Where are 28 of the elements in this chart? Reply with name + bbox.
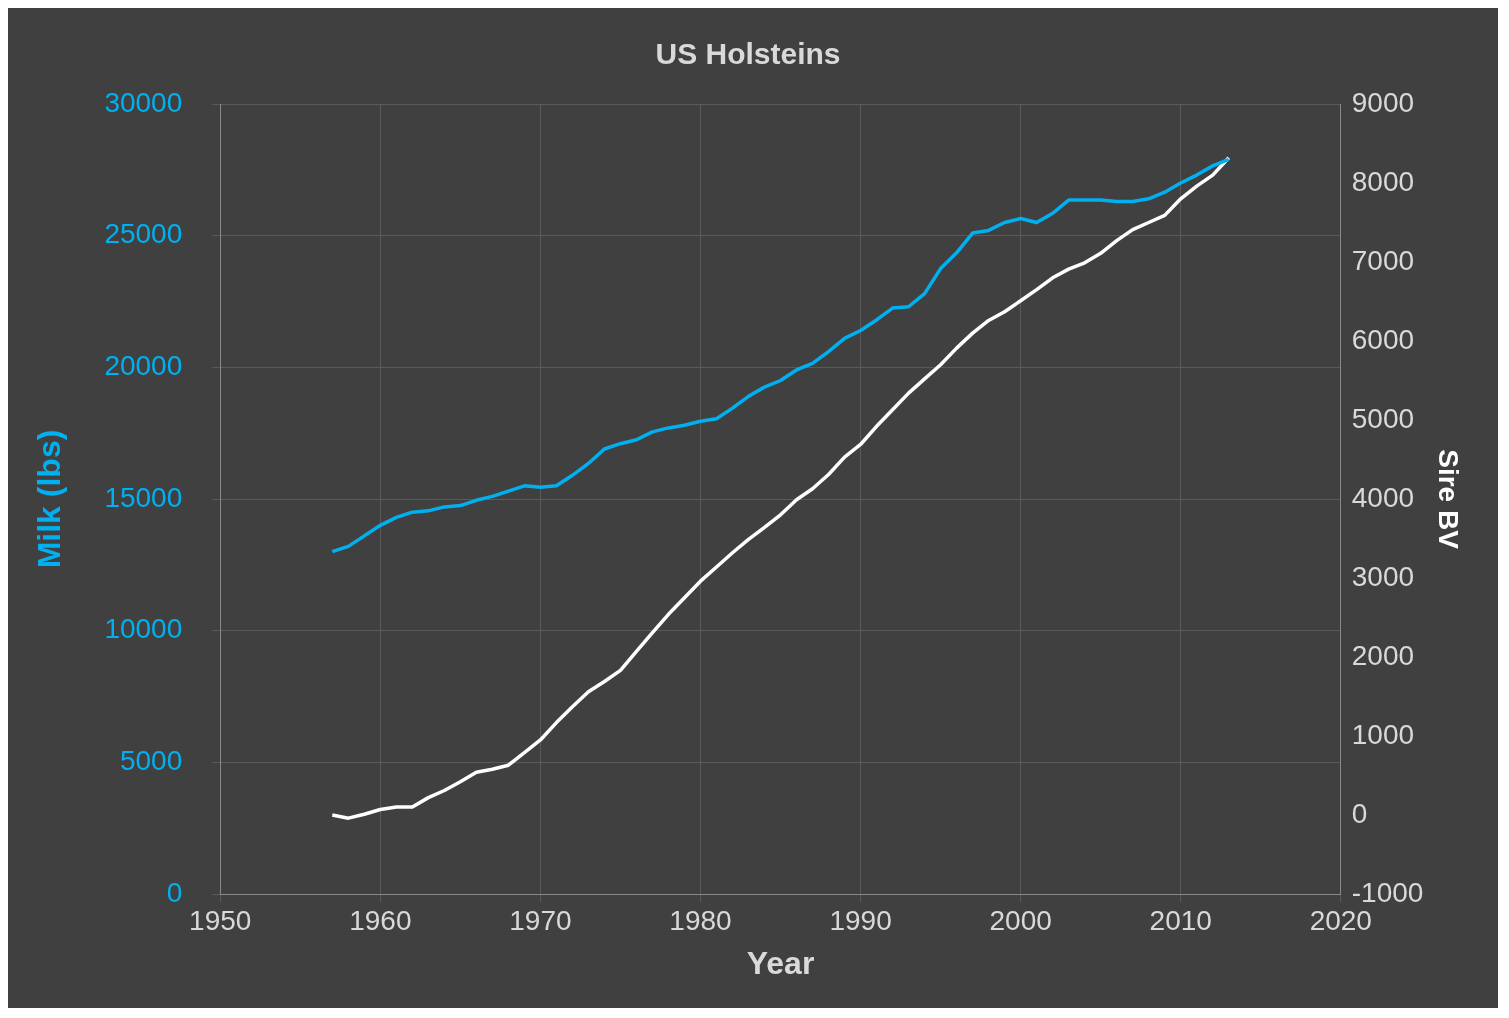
chart-title: US Holsteins	[655, 37, 841, 71]
y2-tick-label: 0	[1351, 797, 1368, 829]
x-tick-label: 1990	[829, 904, 892, 936]
y2-tick-label: 1000	[1351, 718, 1415, 750]
y2-tick-label: 7000	[1351, 244, 1415, 276]
x-tick-label: 1950	[189, 904, 252, 936]
x-tick-label: 1980	[669, 904, 732, 936]
y2-tick-label: 8000	[1351, 165, 1415, 197]
y-tick-label: 5000	[119, 745, 183, 777]
y2-tick-label: 4000	[1351, 481, 1415, 513]
y-tick-label: 20000	[104, 350, 183, 382]
y-tick-label: 30000	[104, 86, 183, 118]
y2-tick-label: 6000	[1351, 323, 1415, 355]
y2-axis-title: Sire BV	[1433, 449, 1465, 550]
y-tick-label: 10000	[104, 613, 183, 645]
y2-tick-label: 9000	[1351, 86, 1415, 118]
x-tick-label: 2010	[1149, 904, 1212, 936]
y-tick-label: 25000	[104, 218, 183, 250]
y2-tick-label: 3000	[1351, 560, 1415, 592]
x-axis-title: Year	[746, 944, 815, 981]
x-tick-label: 2000	[989, 904, 1052, 936]
x-tick-label: 1960	[349, 904, 412, 936]
y2-tick-label: 2000	[1351, 639, 1415, 671]
y-tick-label: 15000	[104, 481, 183, 513]
y2-tick-label: 5000	[1351, 402, 1415, 434]
y-tick-label: 0	[166, 876, 183, 908]
x-tick-label: 1970	[509, 904, 572, 936]
y-axis-title: Milk (lbs)	[31, 429, 68, 569]
